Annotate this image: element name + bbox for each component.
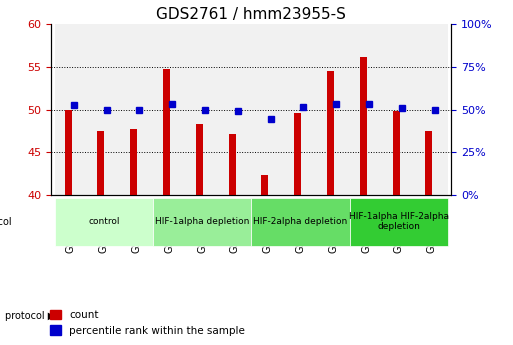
Text: HIF-1alpha HIF-2alpha
depletion: HIF-1alpha HIF-2alpha depletion [349,212,449,231]
Bar [65,110,71,195]
Bar [383,24,416,195]
Bar [284,24,317,195]
Text: HIF-1alpha depletion: HIF-1alpha depletion [155,217,249,226]
Bar [360,58,367,195]
Bar [130,129,137,195]
Bar [97,131,104,195]
Bar [120,24,153,195]
Bar [392,111,400,195]
Bar [163,69,170,195]
Bar [229,134,235,195]
Title: GDS2761 / hmm23955-S: GDS2761 / hmm23955-S [156,7,346,22]
Bar [87,24,120,195]
Text: HIF-2alpha depletion: HIF-2alpha depletion [253,217,348,226]
FancyBboxPatch shape [251,198,350,246]
Text: protocol: protocol [0,217,11,227]
Bar [425,131,432,195]
Text: control: control [88,217,120,226]
Bar [262,175,268,195]
Bar [416,24,448,195]
FancyBboxPatch shape [54,198,153,246]
Bar [350,24,383,195]
Bar [294,113,301,195]
FancyBboxPatch shape [153,198,251,246]
Bar [186,24,219,195]
Legend: count, percentile rank within the sample: count, percentile rank within the sample [46,306,249,340]
Bar [54,24,87,195]
FancyBboxPatch shape [350,198,448,246]
Bar [251,24,284,195]
Text: protocol ▶: protocol ▶ [5,311,55,321]
Bar [219,24,251,195]
Bar [317,24,350,195]
Bar [153,24,186,195]
Bar [196,124,203,195]
Bar [327,71,334,195]
